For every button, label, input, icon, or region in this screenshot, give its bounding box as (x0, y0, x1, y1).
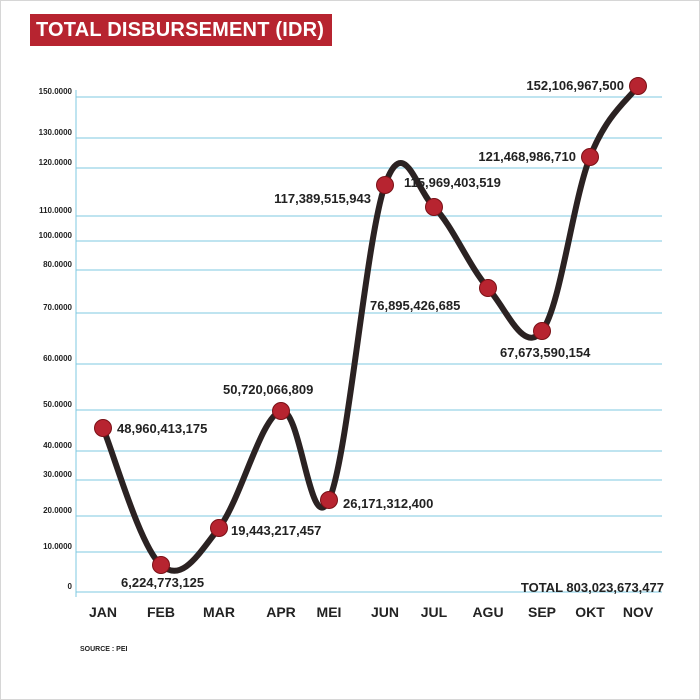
x-tick-label: JUN (371, 604, 399, 620)
y-tick-label: 110.0000 (39, 206, 72, 215)
x-tick-label: JUL (421, 604, 448, 620)
y-tick-label: 20.0000 (43, 506, 72, 515)
source-note: SOURCE : PEI (80, 646, 128, 653)
data-label: 76,895,426,685 (370, 298, 460, 313)
x-tick-label: FEB (147, 604, 175, 620)
data-label: 19,443,217,457 (231, 523, 321, 538)
y-tick-label: 40.0000 (43, 441, 72, 450)
x-tick-label: APR (266, 604, 296, 620)
y-tick-label: 80.0000 (43, 260, 72, 269)
data-point-marker (94, 419, 112, 437)
total-label: TOTAL 803,023,673,477 (521, 580, 664, 595)
y-tick-label: 150.0000 (39, 87, 73, 96)
label-layer: 48,960,413,175 6,224,773,125 19,443,217,45… (117, 78, 624, 590)
y-tick-label: 120.0000 (39, 158, 73, 167)
x-tick-label: JAN (89, 604, 117, 620)
data-label: 152,106,967,500 (526, 78, 624, 93)
data-point-marker (581, 148, 599, 166)
y-tick-layer: 0 10.0000 20.0000 30.0000 40.0000 50.0000 60.0… (39, 87, 73, 591)
y-tick-label: 130.0000 (39, 128, 73, 137)
data-label: 6,224,773,125 (121, 575, 204, 590)
data-point-marker (320, 491, 338, 509)
series-line (100, 83, 641, 574)
y-tick-label: 100.0000 (39, 231, 73, 240)
data-label: 50,720,066,809 (223, 382, 313, 397)
chart-title: TOTAL DISBURSEMENT (IDR) (30, 14, 333, 46)
grid-layer (75, 90, 662, 597)
y-tick-label: 60.0000 (43, 354, 72, 363)
y-tick-label: 50.0000 (43, 400, 72, 409)
data-point-marker (272, 402, 290, 420)
x-tick-layer: JAN FEB MAR APR MEI JUN JUL AGU SEP OKT NOV (89, 604, 654, 620)
data-label: 48,960,413,175 (117, 421, 207, 436)
data-label: 26,171,312,400 (343, 496, 433, 511)
data-label: 121,468,986,710 (478, 149, 576, 164)
x-tick-label: MEI (317, 604, 342, 620)
x-tick-label: NOV (623, 604, 654, 620)
x-tick-label: SEP (528, 604, 556, 620)
data-point-marker (533, 322, 551, 340)
marker-layer (94, 77, 647, 574)
y-tick-label: 70.0000 (43, 303, 72, 312)
data-point-marker (629, 77, 647, 95)
data-point-marker (210, 519, 228, 537)
data-point-marker (376, 176, 394, 194)
line-layer (100, 83, 641, 574)
y-tick-label: 10.0000 (43, 542, 72, 551)
data-point-marker (425, 198, 443, 216)
x-tick-label: OKT (575, 604, 605, 620)
y-tick-label: 30.0000 (43, 470, 72, 479)
x-tick-label: AGU (472, 604, 503, 620)
data-label: 117,389,515,943 (274, 191, 371, 206)
y-tick-label: 0 (68, 582, 73, 591)
data-label: 115,969,403,519 (404, 175, 501, 190)
data-label: 67,673,590,154 (500, 345, 591, 360)
data-point-marker (152, 556, 170, 574)
data-point-marker (479, 279, 497, 297)
x-tick-label: MAR (203, 604, 235, 620)
